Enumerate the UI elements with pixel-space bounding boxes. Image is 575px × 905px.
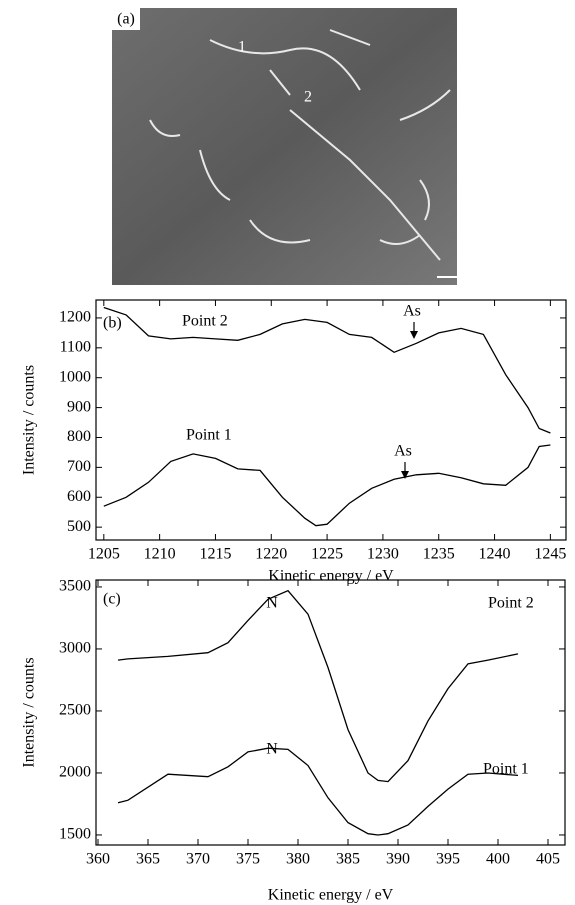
panel-label: (c) [103, 591, 121, 608]
plot-frame [95, 579, 566, 846]
y-tick-label: 2000 [59, 764, 91, 781]
x-axis-label: Kinetic energy / eV [268, 568, 394, 585]
x-tick-label: 385 [336, 851, 360, 868]
data-line [103, 444, 551, 527]
y-tick-label: 900 [67, 398, 91, 415]
x-tick-label: 395 [436, 851, 460, 868]
annotation: As [403, 303, 421, 320]
x-tick-label: 1245 [534, 546, 566, 563]
y-axis-label: Intensity / counts [21, 657, 38, 767]
y-tick-label: 3000 [59, 640, 91, 657]
x-tick-label: 405 [536, 851, 560, 868]
y-tick-label: 1200 [59, 309, 91, 326]
data-line [117, 747, 519, 836]
series-label: Point 1 [186, 427, 232, 444]
series-label: Point 1 [483, 761, 529, 778]
y-tick-label: 500 [67, 518, 91, 535]
y-tick-label: 1500 [59, 826, 91, 843]
sem-background [112, 8, 457, 285]
point-marker: 1 [238, 39, 246, 56]
x-tick-label: 390 [386, 851, 410, 868]
x-tick-label: 360 [86, 851, 110, 868]
scale-bar-label: 5 μm [457, 258, 491, 275]
panel-label: (b) [103, 315, 122, 332]
series-label: Point 2 [488, 595, 534, 612]
x-tick-label: 380 [286, 851, 310, 868]
annotation: N [266, 741, 278, 758]
x-tick-label: 375 [236, 851, 260, 868]
x-tick-label: 370 [186, 851, 210, 868]
image-label: (a) [117, 11, 135, 28]
y-tick-label: 800 [67, 428, 91, 445]
arrow-head [401, 471, 409, 479]
sem-texture [149, 29, 451, 261]
data-line [103, 306, 551, 434]
x-tick-label: 1235 [423, 546, 455, 563]
x-tick-label: 1240 [479, 546, 511, 563]
x-tick-label: 365 [136, 851, 160, 868]
plot-frame [95, 299, 567, 541]
data-line [117, 589, 519, 783]
x-tick-label: 1220 [255, 546, 287, 563]
x-tick-label: 1215 [199, 546, 231, 563]
y-axis-label: Intensity / counts [21, 365, 38, 475]
label-box [112, 8, 140, 30]
point-marker: 2 [304, 89, 312, 106]
y-tick-label: 2500 [59, 702, 91, 719]
annotation: As [394, 443, 412, 460]
annotation: N [266, 595, 278, 612]
y-tick-label: 3500 [59, 578, 91, 595]
x-tick-label: 1225 [311, 546, 343, 563]
y-tick-label: 1000 [59, 368, 91, 385]
series-label: Point 2 [182, 313, 228, 330]
y-tick-label: 1100 [60, 338, 91, 355]
x-tick-label: 1205 [88, 546, 120, 563]
x-axis-label: Kinetic energy / eV [268, 887, 394, 904]
x-tick-label: 400 [486, 851, 510, 868]
x-tick-label: 1230 [367, 546, 399, 563]
y-tick-label: 600 [67, 488, 91, 505]
x-tick-label: 1210 [144, 546, 176, 563]
sem-image: (a) 1 2 5 μm [112, 8, 500, 285]
y-tick-label: 700 [67, 458, 91, 475]
arrow-head [410, 331, 418, 339]
